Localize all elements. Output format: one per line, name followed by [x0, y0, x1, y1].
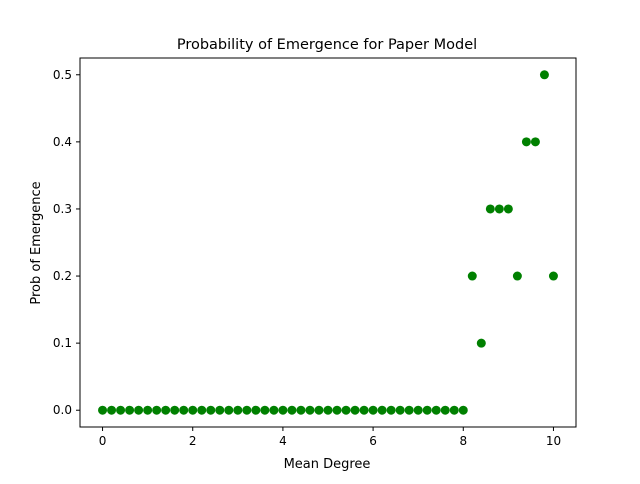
data-point [152, 405, 162, 415]
data-point [269, 405, 279, 415]
data-point [548, 271, 558, 281]
axes: 0 2 4 6 8 10 0.0 0.1 0.2 0.3 0.4 0.5 [53, 57, 577, 448]
y-tick-label: 0.4 [53, 135, 72, 149]
data-point [206, 405, 216, 415]
data-point [134, 405, 144, 415]
data-point [278, 405, 288, 415]
data-point [179, 405, 189, 415]
data-point [359, 405, 369, 415]
data-point [242, 405, 252, 415]
y-tick-label: 0.0 [53, 403, 72, 417]
data-point [296, 405, 306, 415]
data-point [350, 405, 360, 415]
chart-title: Probability of Emergence for Paper Model [177, 37, 477, 53]
y-tick-label: 0.2 [53, 269, 72, 283]
data-point [449, 405, 459, 415]
data-point [170, 405, 180, 415]
x-tick-label: 4 [279, 434, 287, 448]
x-tick-label: 6 [369, 434, 377, 448]
data-point [440, 405, 450, 415]
data-points [98, 70, 558, 415]
data-point [116, 405, 126, 415]
y-tick-label: 0.5 [53, 68, 72, 82]
data-point [188, 405, 198, 415]
x-axis-label: Mean Degree [284, 457, 371, 472]
data-point [422, 405, 432, 415]
data-point [125, 405, 135, 415]
data-point [323, 405, 333, 415]
data-point [107, 405, 117, 415]
data-point [161, 405, 171, 415]
data-point [143, 405, 153, 415]
data-point [485, 204, 495, 214]
y-tick-label: 0.1 [53, 336, 72, 350]
data-point [512, 271, 522, 281]
data-point [368, 405, 378, 415]
data-point [413, 405, 423, 415]
data-point [377, 405, 387, 415]
data-point [251, 405, 261, 415]
data-point [539, 70, 549, 80]
data-point [332, 405, 342, 415]
data-point [305, 405, 315, 415]
data-point [233, 405, 243, 415]
plot-frame [79, 57, 577, 428]
data-point [521, 137, 531, 147]
data-point [287, 405, 297, 415]
y-tick-label: 0.3 [53, 202, 72, 216]
data-point [260, 405, 270, 415]
data-point [494, 204, 504, 214]
data-point [395, 405, 405, 415]
data-point [197, 405, 207, 415]
data-point [224, 405, 234, 415]
y-axis-label: Prob of Emergence [29, 181, 44, 304]
data-point [314, 405, 324, 415]
data-point [386, 405, 396, 415]
data-point [503, 204, 513, 214]
data-point [458, 405, 468, 415]
data-point [215, 405, 225, 415]
data-point [431, 405, 441, 415]
plot-area [80, 58, 576, 427]
data-point [341, 405, 351, 415]
x-tick-label: 10 [546, 434, 561, 448]
x-tick-label: 8 [459, 434, 467, 448]
data-point [530, 137, 540, 147]
x-tick-label: 0 [99, 434, 107, 448]
data-point [98, 405, 108, 415]
data-point [476, 338, 486, 348]
data-point [467, 271, 477, 281]
data-point [404, 405, 414, 415]
x-tick-label: 2 [189, 434, 197, 448]
